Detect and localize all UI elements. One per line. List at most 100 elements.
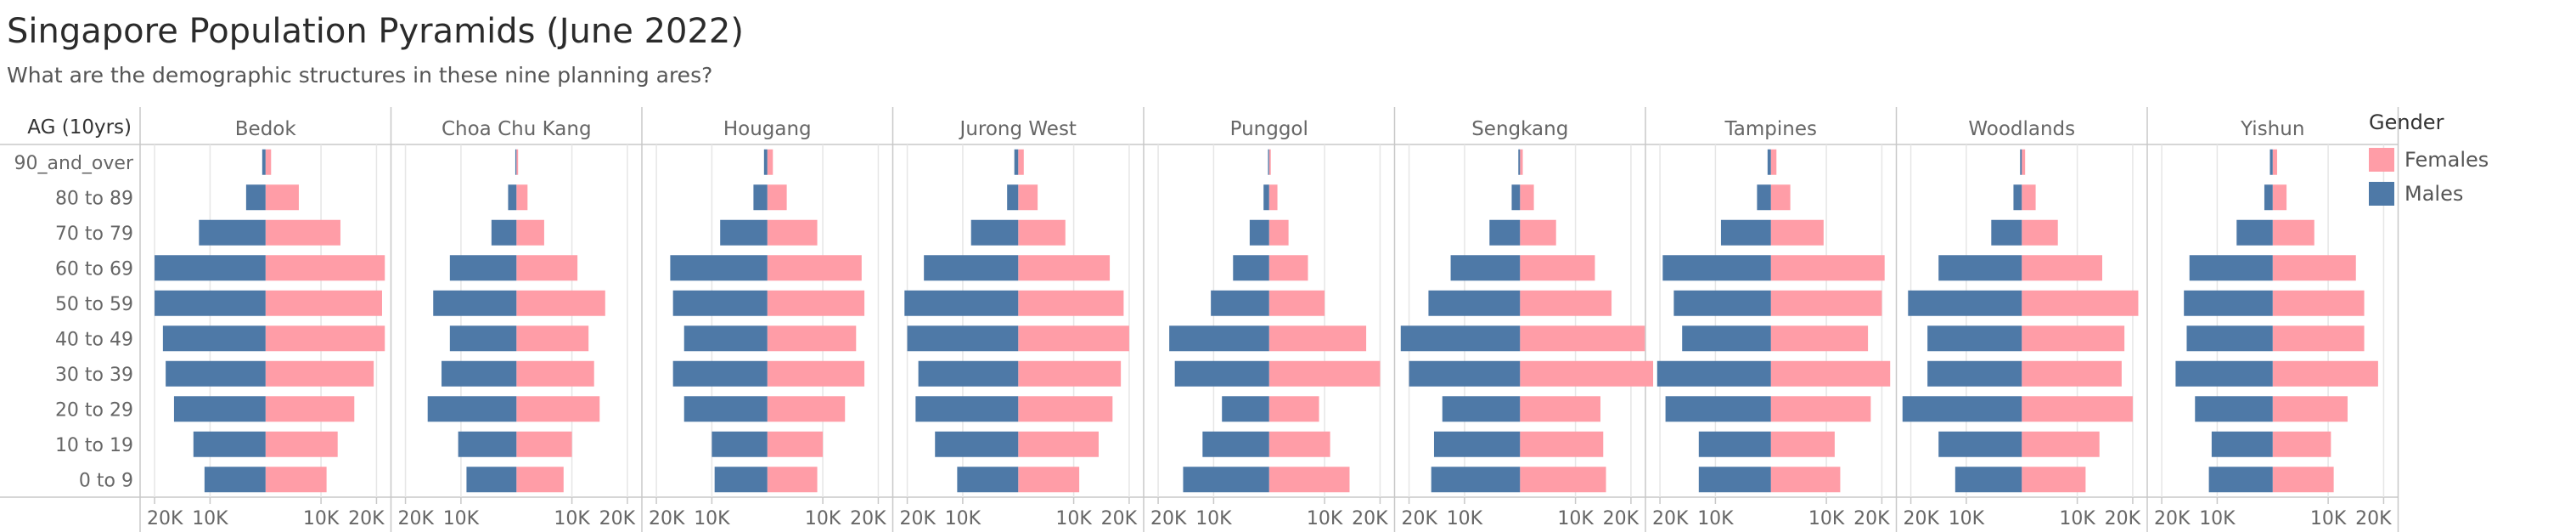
legend-item-males[interactable]: Males xyxy=(2369,177,2489,211)
bar-males-1-2 xyxy=(491,219,517,246)
bar-females-2-7 xyxy=(767,396,846,422)
bar-females-2-6 xyxy=(767,360,865,387)
bar-males-1-9 xyxy=(466,467,517,493)
bar-males-1-1 xyxy=(508,184,517,211)
x-tick-label-5-2: 10K xyxy=(1557,508,1594,529)
bar-females-5-5 xyxy=(1520,325,1645,352)
bar-males-6-3 xyxy=(1662,255,1771,281)
bar-males-5-6 xyxy=(1409,360,1521,387)
bar-males-6-4 xyxy=(1673,290,1771,316)
bar-females-5-1 xyxy=(1520,184,1534,211)
panel-title-6: Tampines xyxy=(1724,118,1817,140)
bar-females-1-8 xyxy=(516,431,572,457)
bar-females-7-9 xyxy=(2022,467,2086,493)
bar-females-5-0 xyxy=(1520,149,1523,175)
row-label-6: 30 to 39 xyxy=(55,365,133,386)
bar-females-1-0 xyxy=(516,149,519,175)
bar-males-0-3 xyxy=(155,255,266,281)
bar-females-5-8 xyxy=(1520,431,1604,457)
bar-males-2-7 xyxy=(683,396,768,422)
bar-males-2-6 xyxy=(672,360,768,387)
bar-females-1-1 xyxy=(516,184,528,211)
x-tick-label-4-0: 20K xyxy=(1150,508,1187,529)
x-tick-label-2-0: 20K xyxy=(649,508,685,529)
panel-title-0: Bedok xyxy=(235,118,297,140)
bar-males-6-6 xyxy=(1656,360,1771,387)
x-tick-label-2-1: 10K xyxy=(694,508,730,529)
bar-females-4-3 xyxy=(1268,255,1308,281)
bar-females-6-3 xyxy=(1770,255,1885,281)
bar-females-4-6 xyxy=(1268,360,1381,387)
x-tick-label-3-0: 20K xyxy=(900,508,936,529)
bar-females-5-4 xyxy=(1520,290,1612,316)
bar-females-2-9 xyxy=(767,467,818,493)
bar-females-8-4 xyxy=(2272,290,2365,316)
x-tick-label-4-2: 10K xyxy=(1307,508,1343,529)
legend-item-females[interactable]: Females xyxy=(2369,143,2489,177)
bar-males-8-7 xyxy=(2195,396,2273,422)
bar-males-5-1 xyxy=(1511,184,1521,211)
bar-males-5-4 xyxy=(1428,290,1521,316)
bar-males-8-8 xyxy=(2211,431,2273,457)
legend-swatch-females xyxy=(2369,148,2394,172)
bar-males-2-4 xyxy=(672,290,768,316)
bar-females-8-0 xyxy=(2272,149,2277,175)
bar-females-4-8 xyxy=(1268,431,1330,457)
bar-males-7-6 xyxy=(1927,360,2022,387)
row-label-7: 20 to 29 xyxy=(55,399,133,421)
bar-males-4-4 xyxy=(1211,290,1269,316)
bar-females-3-1 xyxy=(1018,184,1038,211)
x-tick-label-3-1: 10K xyxy=(945,508,981,529)
bar-males-0-4 xyxy=(155,290,266,316)
bar-males-3-1 xyxy=(1007,184,1019,211)
bar-males-3-9 xyxy=(957,467,1019,493)
bar-females-4-2 xyxy=(1268,219,1289,246)
bar-females-0-2 xyxy=(265,219,340,246)
bar-males-6-9 xyxy=(1698,467,1771,493)
bar-males-6-2 xyxy=(1720,219,1771,246)
bar-males-7-8 xyxy=(1938,431,2022,457)
bar-females-1-6 xyxy=(516,360,594,387)
bar-males-7-0 xyxy=(2020,149,2022,175)
bar-males-0-5 xyxy=(162,325,266,352)
bar-males-4-2 xyxy=(1249,219,1269,246)
bar-males-4-5 xyxy=(1169,325,1269,352)
bar-males-3-3 xyxy=(924,255,1019,281)
legend-label-males: Males xyxy=(2404,182,2464,206)
bar-females-0-4 xyxy=(265,290,382,316)
bar-females-4-5 xyxy=(1268,325,1367,352)
bar-males-8-3 xyxy=(2189,255,2273,281)
bar-males-7-2 xyxy=(1991,219,2022,246)
bar-females-2-4 xyxy=(767,290,865,316)
bar-females-5-7 xyxy=(1520,396,1600,422)
bar-females-3-6 xyxy=(1018,360,1122,387)
bar-males-8-6 xyxy=(2175,360,2273,387)
bar-males-2-2 xyxy=(720,219,768,246)
bar-females-7-0 xyxy=(2022,149,2026,175)
x-tick-label-5-1: 10K xyxy=(1447,508,1483,529)
bar-females-4-1 xyxy=(1268,184,1278,211)
panel-title-4: Punggol xyxy=(1230,118,1308,140)
bar-females-7-3 xyxy=(2022,255,2102,281)
row-label-2: 70 to 79 xyxy=(55,224,133,245)
bar-males-4-8 xyxy=(1202,431,1269,457)
legend: Gender Females Males xyxy=(2369,110,2489,211)
bar-males-0-1 xyxy=(245,184,266,211)
bar-males-5-8 xyxy=(1433,431,1521,457)
legend-label-females: Females xyxy=(2404,148,2489,172)
row-label-4: 50 to 59 xyxy=(55,294,133,315)
row-label-9: 0 to 9 xyxy=(79,470,133,491)
legend-title: Gender xyxy=(2369,110,2444,134)
bar-males-8-0 xyxy=(2269,149,2273,175)
x-tick-label-0-2: 10K xyxy=(303,508,340,529)
bar-females-8-1 xyxy=(2272,184,2287,211)
x-tick-label-0-1: 10K xyxy=(192,508,228,529)
bar-males-3-4 xyxy=(904,290,1019,316)
bar-females-0-0 xyxy=(265,149,272,175)
bar-males-1-7 xyxy=(427,396,517,422)
bar-females-3-0 xyxy=(1018,149,1024,175)
x-tick-label-2-3: 20K xyxy=(850,508,886,529)
bar-females-6-6 xyxy=(1770,360,1891,387)
bar-females-3-3 xyxy=(1018,255,1111,281)
bar-females-3-2 xyxy=(1018,219,1066,246)
